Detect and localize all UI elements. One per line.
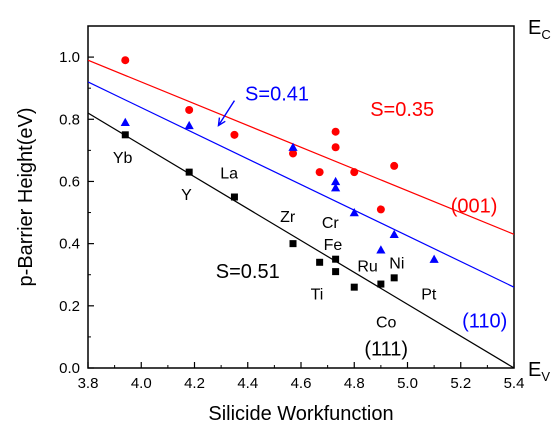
annotations: Yb Y La Zr Cr Fe Ru Ni Ti Pt Co S=0.35 S=0.41 S=0.51 (… bbox=[113, 17, 551, 384]
x-axis-title: Silicide Workfunction bbox=[208, 403, 393, 425]
element-label-zr: Zr bbox=[280, 209, 296, 226]
data-point-001 bbox=[315, 168, 324, 177]
data-point-001 bbox=[289, 149, 298, 158]
band-label-subscript: C bbox=[541, 27, 550, 42]
data-point-001 bbox=[331, 127, 340, 136]
fit-lines bbox=[88, 59, 514, 368]
orientation-label: (001) bbox=[451, 196, 498, 218]
y-tick-label: 1.0 bbox=[59, 49, 80, 66]
data-point-111 bbox=[350, 283, 358, 291]
y-tick-label: 0.6 bbox=[59, 173, 80, 190]
data-point-111 bbox=[185, 168, 193, 176]
orientation-label: (110) bbox=[462, 311, 507, 333]
data-point-110 bbox=[331, 183, 341, 192]
element-label-co: Co bbox=[376, 315, 397, 332]
element-label-cr: Cr bbox=[322, 215, 340, 232]
data-point-110 bbox=[349, 207, 359, 217]
data-point-111 bbox=[390, 274, 398, 282]
data-point-110 bbox=[120, 117, 130, 127]
data-point-111 bbox=[289, 240, 297, 248]
element-label-ru: Ru bbox=[357, 259, 377, 276]
x-tick-label: 3.8 bbox=[78, 375, 99, 392]
data-point-001 bbox=[331, 143, 340, 152]
x-tick-label: 5.2 bbox=[450, 375, 471, 392]
x-tick-label: 4.0 bbox=[131, 375, 152, 392]
fit-line-110 bbox=[88, 81, 514, 288]
y-tick-label: 0.2 bbox=[59, 298, 80, 315]
data-markers bbox=[120, 56, 439, 291]
band-label-ec: EC bbox=[528, 17, 551, 42]
x-tick-label: 4.4 bbox=[237, 375, 258, 392]
element-label-pt: Pt bbox=[421, 287, 437, 304]
data-point-111 bbox=[332, 255, 340, 263]
element-label-fe: Fe bbox=[324, 237, 343, 254]
element-label-ni: Ni bbox=[389, 256, 404, 273]
slope-label: S=0.51 bbox=[216, 261, 280, 283]
y-axis-title: p-Barrier Height(eV) bbox=[15, 108, 37, 287]
band-label-main: E bbox=[528, 17, 541, 39]
data-point-110 bbox=[376, 245, 386, 254]
data-point-001 bbox=[390, 161, 399, 170]
data-point-110 bbox=[389, 229, 399, 238]
y-tick-label: 0.8 bbox=[59, 111, 80, 128]
data-point-110 bbox=[184, 120, 194, 130]
x-tick-label: 4.2 bbox=[184, 375, 205, 392]
slope-label: S=0.35 bbox=[370, 99, 434, 121]
data-point-001 bbox=[350, 168, 359, 177]
band-label-main: E bbox=[528, 359, 541, 381]
band-label-ev: EV bbox=[528, 359, 550, 384]
y-tick-label: 0.0 bbox=[59, 360, 80, 377]
data-point-001 bbox=[376, 205, 385, 214]
element-label-yb: Yb bbox=[113, 150, 133, 167]
fit-line-111 bbox=[88, 112, 514, 368]
data-point-111 bbox=[377, 280, 385, 288]
orientation-label: (111) bbox=[364, 339, 408, 361]
data-point-001 bbox=[230, 130, 239, 139]
x-tick-label: 4.6 bbox=[291, 375, 312, 392]
x-tick-label: 4.8 bbox=[344, 375, 365, 392]
element-label-la: La bbox=[220, 165, 238, 182]
band-label-subscript: V bbox=[541, 369, 550, 384]
data-point-111 bbox=[316, 258, 324, 266]
y-tick-label: 0.4 bbox=[59, 236, 80, 253]
data-point-111 bbox=[121, 131, 129, 139]
axis-ticks: 3.8 4.0 4.2 4.4 4.6 4.8 5.0 5.2 5.4 0.0 0.2 0.4 0.6 0… bbox=[59, 25, 525, 392]
element-label-y: Y bbox=[181, 187, 192, 204]
fit-line-001 bbox=[88, 59, 514, 235]
data-point-111 bbox=[230, 193, 238, 201]
data-point-110 bbox=[331, 176, 341, 186]
data-point-001 bbox=[185, 105, 194, 114]
x-tick-label: 5.0 bbox=[397, 375, 418, 392]
x-tick-label: 5.4 bbox=[504, 375, 525, 392]
slope-label: S=0.41 bbox=[245, 84, 309, 106]
element-label-ti: Ti bbox=[311, 287, 324, 304]
arrow-shaft bbox=[217, 100, 236, 126]
data-point-110 bbox=[429, 254, 439, 263]
data-point-110 bbox=[288, 142, 298, 151]
arrow-head bbox=[217, 117, 226, 127]
data-point-111 bbox=[332, 268, 340, 276]
data-point-001 bbox=[121, 56, 130, 65]
